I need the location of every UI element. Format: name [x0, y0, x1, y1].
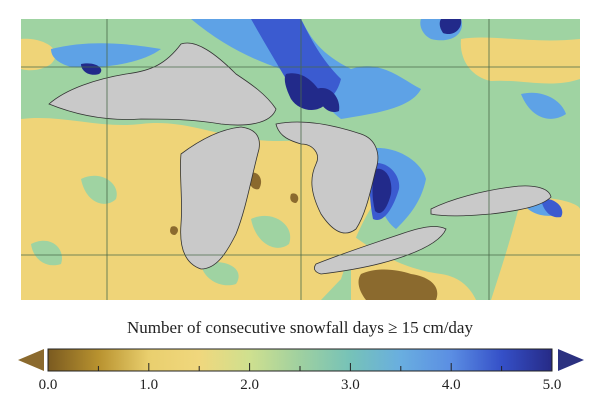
colorbar-max-extend	[558, 349, 584, 371]
colorbar-tick-label: 5.0	[543, 377, 562, 394]
map-svg	[21, 19, 580, 300]
colorbar-min-extend	[18, 349, 44, 371]
colorbar-tick-label: 1.0	[139, 377, 158, 394]
colorbar-tick-label: 0.0	[39, 377, 58, 394]
colorbar-tick-label: 4.0	[442, 377, 461, 394]
snowfall-map	[21, 19, 580, 300]
colorbar	[18, 347, 584, 373]
colorbar-tick-label: 2.0	[240, 377, 259, 394]
colorbar-svg	[18, 347, 584, 373]
colorbar-tick-label: 3.0	[341, 377, 360, 394]
colorbar-title: Number of consecutive snowfall days ≥ 15…	[0, 318, 600, 338]
